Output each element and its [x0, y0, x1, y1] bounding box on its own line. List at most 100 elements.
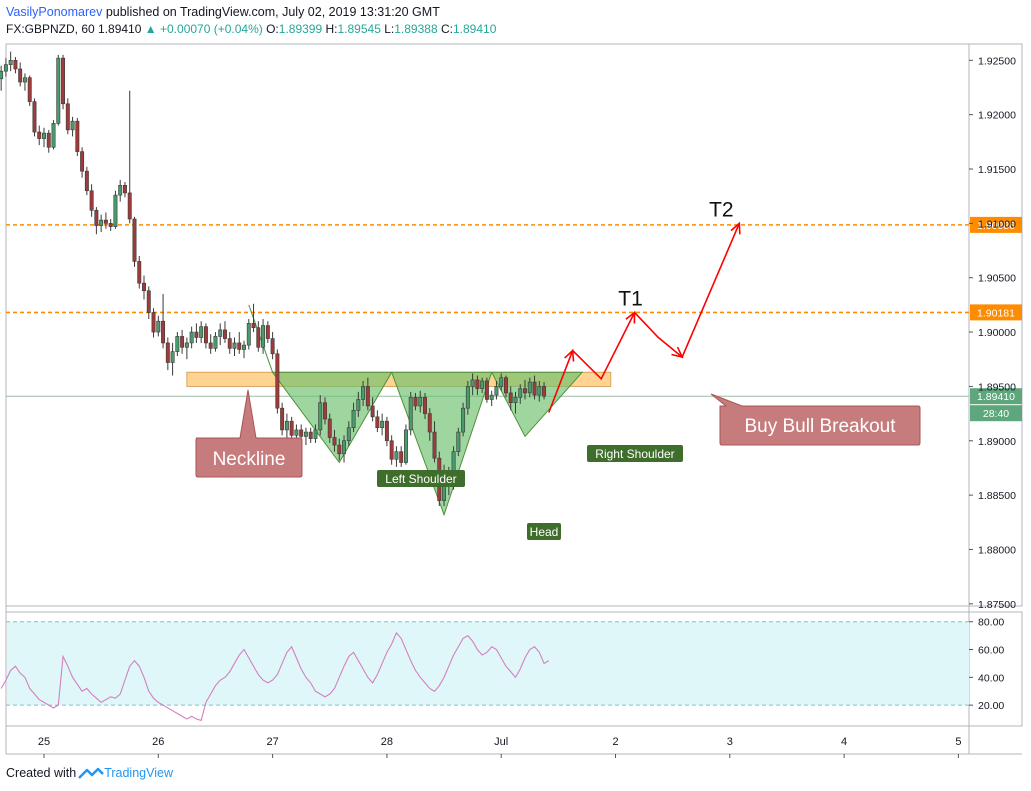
rsi-tick-label: 40.00 — [978, 672, 1004, 684]
candle — [342, 435, 347, 463]
candle-body-up — [537, 386, 542, 396]
candle-body-down — [542, 386, 547, 397]
neckline-callout-label: Neckline — [213, 449, 286, 470]
candle — [337, 438, 342, 461]
candle-body-down — [270, 338, 275, 355]
candle-body-down — [389, 440, 394, 460]
low-value: 1.89388 — [394, 22, 438, 36]
candle — [142, 275, 146, 300]
candle-body-down — [327, 418, 332, 438]
tradingview-logo-icon — [78, 767, 105, 779]
candle — [137, 255, 142, 289]
candle-body-up — [489, 394, 494, 400]
candle-body-down — [165, 342, 170, 363]
candle — [151, 308, 156, 338]
candle — [84, 166, 89, 196]
candle — [161, 294, 166, 349]
rsi-line[interactable] — [0, 631, 550, 722]
candle-body-down — [142, 282, 146, 292]
candle-body-down — [132, 218, 137, 262]
candle-body-down — [37, 131, 42, 139]
candle — [403, 424, 408, 465]
y-tick-label: 1.89500 — [978, 381, 1016, 393]
candle-body-up — [356, 399, 361, 411]
candle-body-down — [370, 405, 375, 418]
candle-body-down — [532, 381, 537, 396]
y-tick-label: 1.92000 — [978, 110, 1016, 122]
candle — [432, 421, 437, 463]
candle — [227, 332, 232, 354]
candle — [165, 337, 170, 371]
candle — [303, 427, 308, 446]
candle — [251, 303, 256, 333]
footer: Created with TradingView — [6, 766, 173, 780]
right-shoulder-triangle[interactable] — [490, 371, 584, 438]
candle — [423, 392, 427, 420]
candle-body-up — [303, 431, 308, 437]
candle-body-up — [242, 344, 246, 350]
candle — [65, 98, 70, 135]
candle-body-up — [8, 60, 13, 65]
candle-body-up — [218, 329, 223, 337]
target-level-label: 1.90986 — [977, 220, 1015, 232]
y-tick-label: 1.90000 — [978, 327, 1016, 339]
candle-body-down — [65, 103, 70, 131]
candle — [261, 319, 266, 354]
candle — [275, 349, 280, 414]
candle-body-up — [22, 77, 27, 83]
candle — [375, 410, 380, 433]
change-up-icon: ▲ — [144, 22, 157, 36]
candle-body-down — [332, 437, 337, 446]
candle-body-down — [18, 68, 23, 83]
candle-body-up — [232, 342, 237, 349]
candle — [13, 57, 18, 74]
candle-body-up — [470, 379, 475, 387]
candle — [384, 416, 389, 447]
buy-callout[interactable] — [710, 393, 921, 446]
y-tick-label: 1.88500 — [978, 490, 1016, 502]
candle-body-up — [51, 123, 56, 148]
arrow-head — [564, 348, 575, 362]
candle-body-down — [227, 338, 232, 349]
arrow-head — [625, 310, 636, 324]
candle-body-down — [103, 219, 108, 224]
candle — [361, 380, 366, 406]
candle — [484, 377, 489, 403]
candle — [213, 332, 218, 352]
candle-body-down — [127, 192, 132, 220]
candle — [513, 391, 518, 414]
candle — [194, 323, 199, 343]
candle-body-down — [289, 420, 294, 436]
price-pane[interactable] — [5, 43, 1023, 607]
close-value: 1.89410 — [452, 22, 497, 36]
candle-body-up — [480, 380, 485, 389]
candle-body-down — [208, 342, 213, 349]
author-link[interactable]: VasilyPonomarev — [6, 5, 103, 19]
target-level-badge — [970, 216, 1022, 233]
candle — [70, 116, 75, 137]
candle-body-up — [361, 386, 366, 400]
candle-body-up — [465, 386, 470, 409]
candle-body-down — [432, 431, 437, 459]
tradingview-logo[interactable]: TradingView — [78, 766, 173, 780]
candle-body-down — [27, 77, 32, 102]
candle — [103, 212, 108, 229]
candle-body-up — [189, 331, 194, 344]
candle-body-down — [484, 380, 489, 400]
candle-body-down — [223, 329, 227, 339]
neckline-callout[interactable] — [195, 389, 303, 478]
rsi-tick-label: 20.00 — [978, 700, 1004, 712]
candle-body-up — [3, 64, 8, 72]
candle — [218, 323, 223, 346]
candle — [180, 329, 185, 354]
open-value: 1.89399 — [278, 22, 323, 36]
candle-body-up — [403, 429, 408, 463]
candle — [399, 446, 404, 467]
candle-body-down — [365, 386, 370, 407]
x-tick-label: 27 — [266, 736, 278, 748]
candle — [532, 375, 537, 400]
candle — [46, 129, 51, 153]
candle-body-up — [513, 396, 518, 404]
candle — [508, 386, 513, 411]
